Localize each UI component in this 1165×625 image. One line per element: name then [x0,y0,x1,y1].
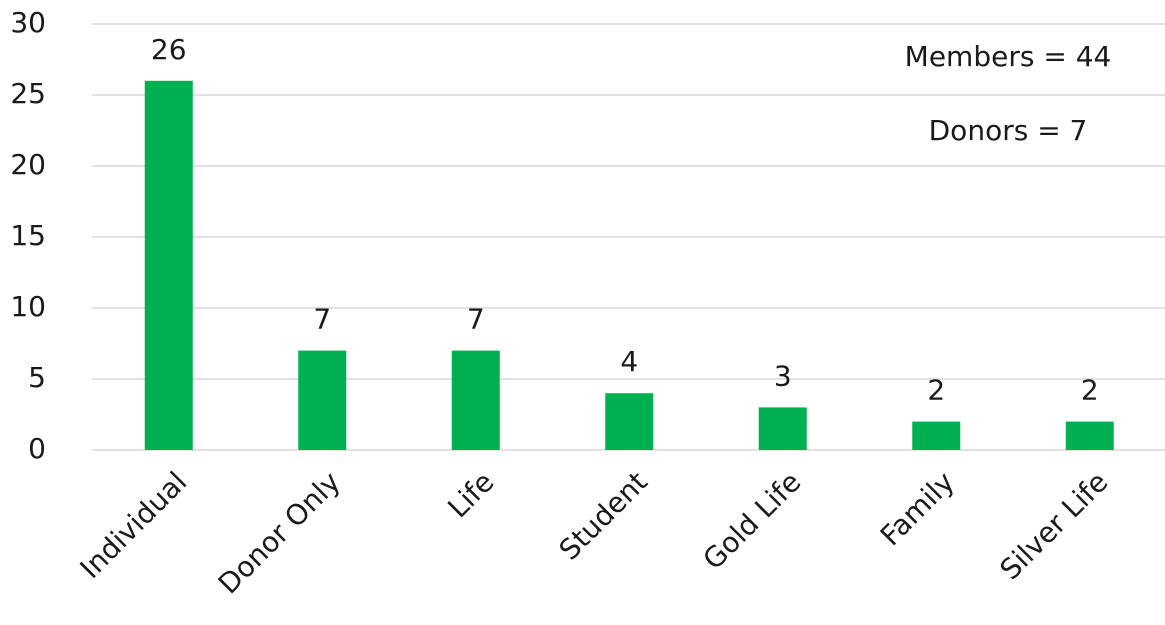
data-label: 2 [1081,374,1099,407]
data-label: 3 [774,359,792,392]
data-label: 7 [467,303,485,336]
x-tick-label: Donor Only [212,465,347,600]
bar [1065,421,1114,450]
y-tick-label: 25 [10,77,46,110]
x-tick-label: Silver Life [993,465,1114,586]
bar [298,350,347,450]
bar [912,421,961,450]
annotation: Members = 44 [905,40,1112,73]
bar [144,80,193,451]
bar [605,393,654,450]
annotation: Donors = 7 [929,114,1088,147]
data-label: 4 [620,345,638,378]
x-tick-label: Life [441,465,500,524]
data-label: 2 [927,374,945,407]
x-tick-label: Individual [74,465,194,585]
data-label: 26 [151,33,187,66]
y-tick-label: 30 [10,6,46,39]
bar [758,407,807,450]
data-label: 7 [313,303,331,336]
x-tick-label: Family [874,465,961,552]
y-tick-label: 15 [10,219,46,252]
y-tick-label: 10 [10,290,46,323]
x-tick-label: Student [553,465,654,566]
y-tick-label: 0 [28,432,46,465]
y-tick-label: 5 [28,361,46,394]
bar [451,350,500,450]
y-tick-label: 20 [10,148,46,181]
x-tick-label: Gold Life [697,465,808,576]
